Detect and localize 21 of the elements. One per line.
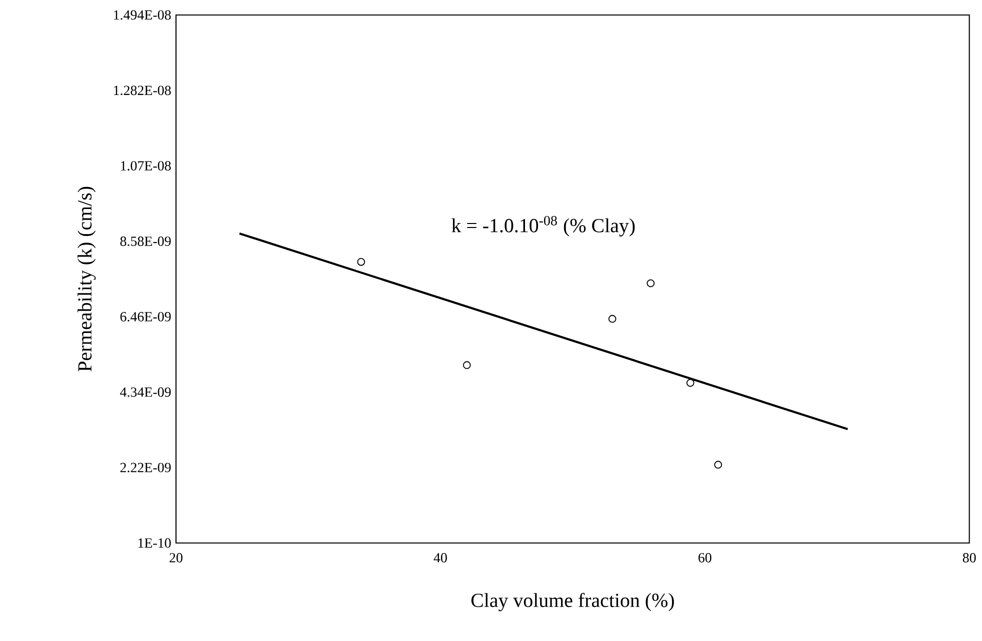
annotation: k = -1.0.10$^{-08}$ (% Clay)	[452, 216, 635, 236]
point	[608, 314, 616, 323]
point	[714, 460, 722, 469]
y-tick-label: 6.46E-09	[120, 312, 171, 322]
y-axis-title: Permeability (k) (cm/s)	[78, 186, 96, 372]
point	[686, 378, 694, 387]
x-tick-label: 20	[170, 553, 182, 562]
y-tick-label: 1E-10	[138, 538, 171, 548]
x-tick-label: 80	[962, 553, 976, 562]
point	[462, 361, 471, 370]
x-axis-title: Clay volume fraction (%)	[471, 592, 674, 612]
point	[646, 279, 655, 288]
y-tick-label: 4.34E-09	[120, 387, 171, 397]
point	[357, 258, 366, 266]
y-tick-label: 1.494E-08	[114, 10, 171, 20]
y-tick-label: 1.07E-08	[121, 161, 171, 171]
y-tick-label: 8.58E-09	[120, 236, 171, 246]
x-tick-label: 40	[434, 553, 447, 562]
x-tick-label: 60	[698, 553, 712, 562]
y-tick-label: 2.22E-09	[120, 462, 171, 472]
y-tick-label: 1.282E-08	[114, 86, 171, 96]
